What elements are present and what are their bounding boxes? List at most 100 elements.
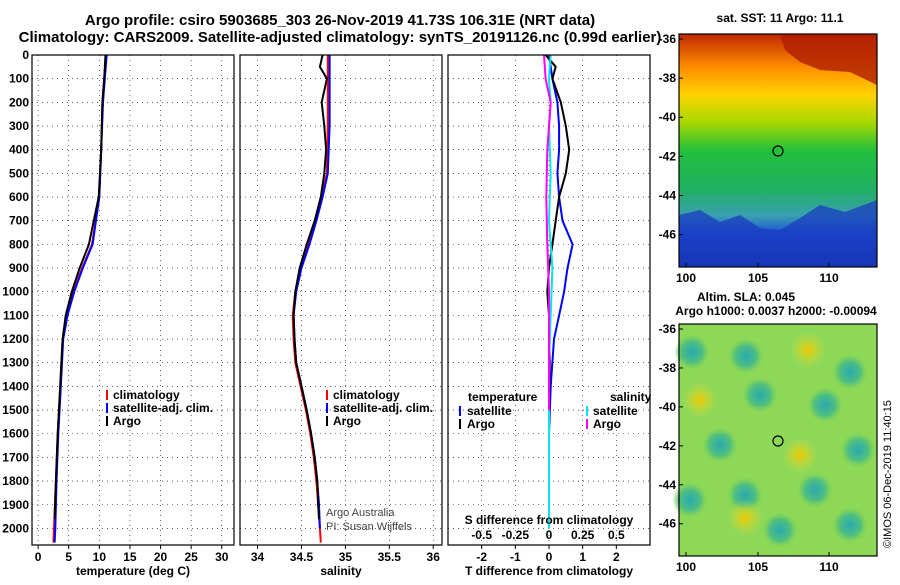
sla-eddies — [672, 332, 876, 548]
y-tick-label: 1800 — [2, 474, 29, 488]
sst-lon-ticks: 100 105 110 — [676, 263, 839, 285]
sla-eddy — [832, 507, 868, 543]
sla-eddy — [672, 482, 708, 518]
y-tick-label: 1400 — [2, 379, 29, 393]
y-tick-label: 200 — [9, 95, 29, 109]
sst-map-title: sat. SST: 11 Argo: 11.1 — [717, 11, 844, 25]
sla-eddy — [727, 500, 763, 536]
sla-eddy — [782, 437, 818, 473]
series-line-climatology — [291, 55, 329, 543]
credit-line-1: Argo Australia — [326, 507, 395, 519]
x-tick-label: 36 — [427, 550, 441, 564]
legend-label: climatology — [333, 388, 400, 402]
lat-tick-label: -38 — [659, 361, 677, 375]
x-axis-label: temperature (deg C) — [76, 564, 190, 578]
lat-tick-label: -40 — [659, 400, 677, 414]
legend-label: satellite — [593, 404, 638, 418]
legend-swatch — [459, 419, 461, 429]
legend-label: Argo — [467, 417, 495, 431]
sst-warm-front — [780, 34, 877, 85]
sla-eddy — [742, 377, 778, 413]
lon-tick-label: 100 — [676, 560, 696, 574]
y-tick-label: 500 — [9, 166, 29, 180]
x-axis-label: T difference from climatology — [465, 564, 633, 578]
legend-swatch — [326, 416, 328, 426]
y-tick-label: 800 — [9, 237, 29, 251]
sla-lon-ticks: 100 105 110 — [676, 552, 839, 574]
sla-map-title-2: Argo h1000: 0.0037 h2000: -0.00094 — [675, 304, 877, 318]
x-tick-label: 20 — [154, 550, 168, 564]
x-tick-label: 5 — [65, 550, 72, 564]
plot-frame — [239, 54, 443, 546]
sla-lat-ticks: -36 -38 -40 -42 -44 -46 — [659, 322, 683, 531]
sla-eddy — [797, 472, 833, 508]
lat-tick-label: -36 — [659, 322, 677, 336]
x-tick-label: -1 — [510, 550, 521, 564]
sla-eddy — [840, 432, 876, 468]
lat-tick-label: -46 — [659, 517, 677, 531]
legend-swatch — [459, 406, 461, 416]
sla-map-title-1: Altim. SLA: 0.045 — [697, 290, 795, 304]
legend-swatch — [326, 390, 328, 400]
header-line-2: Climatology: CARS2009. Satellite-adjuste… — [19, 29, 662, 46]
salinity-panel: 34 34.5 35 35.5 36 salinity climatologysatelli… — [239, 54, 443, 578]
sst-float-marker — [772, 145, 784, 157]
series-line-s-argo — [543, 54, 552, 411]
x-tick-label: 15 — [123, 550, 137, 564]
sla-eddy — [674, 334, 710, 370]
sla-eddy — [682, 382, 718, 418]
x-tick-label: 25 — [184, 550, 198, 564]
sla-eddy — [832, 354, 868, 390]
lat-tick-label: -40 — [659, 110, 677, 124]
temperature-panel: 0 5 10 15 20 25 30 temperature (deg C) 0 100 200 30… — [2, 48, 235, 578]
series-line-t-satellite — [548, 54, 574, 529]
sst-cold-front — [679, 200, 877, 267]
x-tick-label: 35.5 — [378, 550, 402, 564]
series-line-argo — [292, 54, 328, 520]
lat-tick-label: -46 — [659, 228, 677, 242]
y-tick-label: 400 — [9, 143, 29, 157]
plot-frame — [31, 54, 235, 546]
lat-tick-label: -36 — [659, 32, 677, 46]
x-axis-label: salinity — [320, 564, 362, 578]
sla-map-frame — [678, 323, 878, 557]
y-tick-label: 1600 — [2, 427, 29, 441]
legend-label: Argo — [593, 417, 621, 431]
difference-panel: -2 -1 0 1 2T difference from climatology temp… — [447, 54, 652, 578]
lon-tick-label: 105 — [748, 271, 768, 285]
sla-eddy — [762, 512, 798, 548]
sla-eddy — [702, 427, 738, 463]
sla-eddy — [790, 332, 826, 368]
legend-swatch — [106, 403, 108, 413]
y-tick-label: 1300 — [2, 356, 29, 370]
legend-swatch — [106, 416, 108, 426]
y-tick-label: 1000 — [2, 285, 29, 299]
lon-tick-label: 100 — [676, 271, 696, 285]
y-tick-label: 0 — [22, 48, 29, 62]
s-tick-label: 0.25 — [571, 528, 595, 542]
legend-label: Argo — [113, 414, 141, 428]
lat-tick-label: -38 — [659, 71, 677, 85]
x-tick-label: -2 — [476, 550, 487, 564]
legend-swatch — [586, 419, 588, 429]
legend-swatch — [586, 406, 588, 416]
y-tick-label: 1200 — [2, 332, 29, 346]
x-tick-label: 34.5 — [290, 550, 314, 564]
legend-label: satellite-adj. clim. — [333, 401, 433, 415]
s-tick-label: -0.25 — [502, 528, 530, 542]
lat-tick-label: -42 — [659, 439, 677, 453]
y-tick-label: 900 — [9, 261, 29, 275]
legend-title-temperature: temperature — [468, 390, 538, 404]
sst-lat-ticks: -36 -38 -40 -42 -44 -46 — [659, 32, 683, 242]
legend-label: Argo — [333, 414, 361, 428]
y-tick-label: 600 — [9, 190, 29, 204]
x-tick-label: 0 — [35, 550, 42, 564]
x-tick-label: 2 — [613, 550, 620, 564]
legend-label: satellite-adj. clim. — [113, 401, 213, 415]
sla-eddy — [728, 338, 764, 374]
x-tick-label: 0 — [546, 550, 553, 564]
sst-map-frame — [678, 33, 878, 268]
x-tick-label: 35 — [339, 550, 353, 564]
legend-label: climatology — [113, 388, 180, 402]
